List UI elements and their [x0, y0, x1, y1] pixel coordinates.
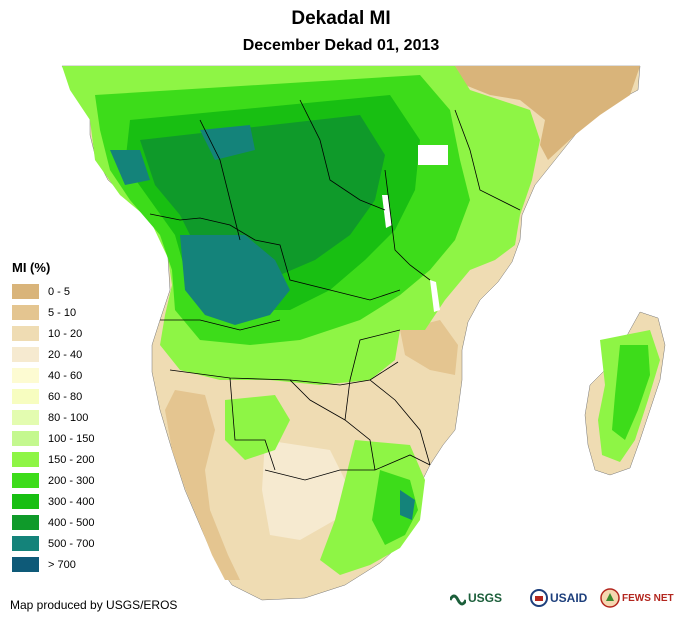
legend-swatch: [12, 557, 39, 572]
legend-swatch: [12, 410, 39, 425]
legend-label: 40 - 60: [48, 369, 83, 382]
legend-swatch: [12, 536, 39, 551]
usgs-mark-icon: [450, 594, 466, 606]
fews-net-emblem-icon: [600, 588, 620, 608]
legend-title: MI (%): [12, 260, 51, 275]
legend-swatch: [12, 515, 39, 530]
legend-swatch: [12, 389, 39, 404]
usaid-seal-icon: [530, 589, 548, 607]
legend-swatch: [12, 452, 39, 467]
map-subtitle: December Dekad 01, 2013: [242, 37, 440, 54]
legend-label: 400 - 500: [48, 516, 95, 529]
legend-label: 60 - 80: [48, 390, 83, 403]
country-borders: [149, 99, 521, 481]
usaid-logo: USAID: [530, 583, 587, 613]
legend-item: > 700: [12, 554, 94, 575]
legend-swatch: [12, 347, 39, 362]
fews-net-logo-text: FEWS NET: [622, 592, 674, 604]
legend-item: 10 - 20: [12, 323, 94, 344]
usgs-logo-text: USGS: [468, 591, 503, 605]
map-credit: Map produced by USGS/EROS: [10, 598, 178, 612]
fews-net-logo: FEWS NET: [600, 583, 674, 613]
legend-swatch: [12, 305, 39, 320]
legend-swatch: [12, 494, 39, 509]
legend-item: 300 - 400: [12, 491, 94, 512]
legend-item: 150 - 200: [12, 449, 94, 470]
legend-label: 80 - 100: [48, 411, 89, 424]
legend-label: 150 - 200: [48, 453, 95, 466]
legend-label: 500 - 700: [48, 537, 95, 550]
map-title: Dekadal MI: [291, 8, 391, 29]
legend-item: 200 - 300: [12, 470, 94, 491]
legend-label: 200 - 300: [48, 474, 95, 487]
lakes: [382, 145, 448, 312]
legend-rows: 0 - 5 5 - 10 10 - 20 20 - 40 40 - 60 60 - 80 8…: [12, 281, 94, 575]
dry-zones: [165, 66, 640, 580]
wet-zones: [62, 66, 660, 575]
legend-item: 40 - 60: [12, 365, 94, 386]
legend: MI (%) 0 - 5 5 - 10 10 - 20 20 - 40 40 - 60 6…: [12, 260, 94, 575]
legend-swatch: [12, 326, 39, 341]
usaid-logo-text: USAID: [550, 591, 588, 605]
usgs-logo: USGS: [450, 583, 502, 613]
legend-item: 0 - 5: [12, 281, 94, 302]
legend-item: 60 - 80: [12, 386, 94, 407]
legend-item: 100 - 150: [12, 428, 94, 449]
legend-item: 20 - 40: [12, 344, 94, 365]
legend-label: 0 - 5: [48, 285, 71, 298]
legend-item: 80 - 100: [12, 407, 94, 428]
legend-label: 300 - 400: [48, 495, 95, 508]
legend-label: 5 - 10: [48, 306, 77, 319]
legend-item: 400 - 500: [12, 512, 94, 533]
legend-item: 500 - 700: [12, 533, 94, 554]
legend-label: 100 - 150: [48, 432, 95, 445]
legend-swatch: [12, 284, 39, 299]
logo-bar: USGS USAID FEWS NET: [450, 583, 678, 613]
legend-swatch: [12, 431, 39, 446]
legend-swatch: [12, 473, 39, 488]
legend-label: 10 - 20: [48, 327, 83, 340]
legend-item: 5 - 10: [12, 302, 94, 323]
legend-label: 20 - 40: [48, 348, 83, 361]
legend-swatch: [12, 368, 39, 383]
legend-label: > 700: [48, 558, 76, 571]
